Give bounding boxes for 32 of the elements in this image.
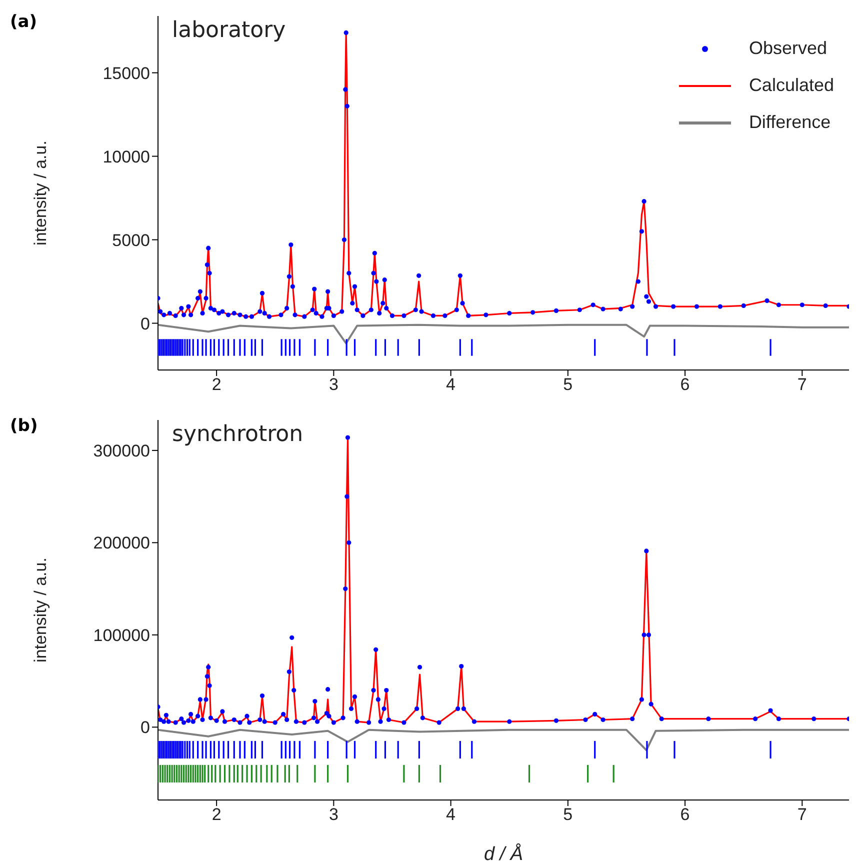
- x-tick-label: 5: [563, 375, 573, 394]
- line-series: [158, 324, 849, 344]
- annotation: laboratory: [172, 18, 286, 43]
- y-axis-title: intensity / a.u.: [31, 140, 50, 246]
- legend-label: Observed: [748, 38, 827, 59]
- text: (a): [10, 12, 38, 32]
- x-axis-title: d / Å: [484, 843, 524, 861]
- y-tick-label: 10000: [102, 147, 150, 166]
- y-tick-label: 5000: [112, 230, 150, 250]
- x-tick-label: 7: [797, 805, 807, 824]
- legend-label: Difference: [748, 112, 831, 133]
- x-tick-label: 2: [212, 805, 222, 824]
- annotation: synchrotron: [172, 422, 304, 447]
- x-tick-label: 4: [446, 375, 456, 394]
- legend-label: Calculated: [748, 75, 834, 96]
- x-tick-label: 3: [328, 375, 338, 394]
- y-tick-label: 0: [140, 718, 150, 738]
- x-tick-label: 3: [328, 805, 338, 824]
- x-tick-label: 6: [680, 805, 690, 824]
- x-tick-label: 7: [797, 375, 807, 394]
- y-tick-label: 300000: [93, 441, 150, 460]
- x-tick-label: 4: [446, 805, 456, 824]
- y-tick-label: 200000: [93, 534, 150, 553]
- line-series: [158, 728, 849, 752]
- text: (b): [10, 416, 38, 436]
- y-tick-label: 0: [140, 314, 150, 334]
- x-tick-label: 6: [680, 375, 690, 394]
- x-tick-label: 2: [212, 375, 222, 394]
- x-tick-label: 5: [563, 805, 573, 824]
- y-axis-title: intensity / a.u.: [31, 558, 50, 662]
- y-tick-label: 15000: [102, 64, 150, 83]
- y-tick-label: 100000: [93, 626, 150, 645]
